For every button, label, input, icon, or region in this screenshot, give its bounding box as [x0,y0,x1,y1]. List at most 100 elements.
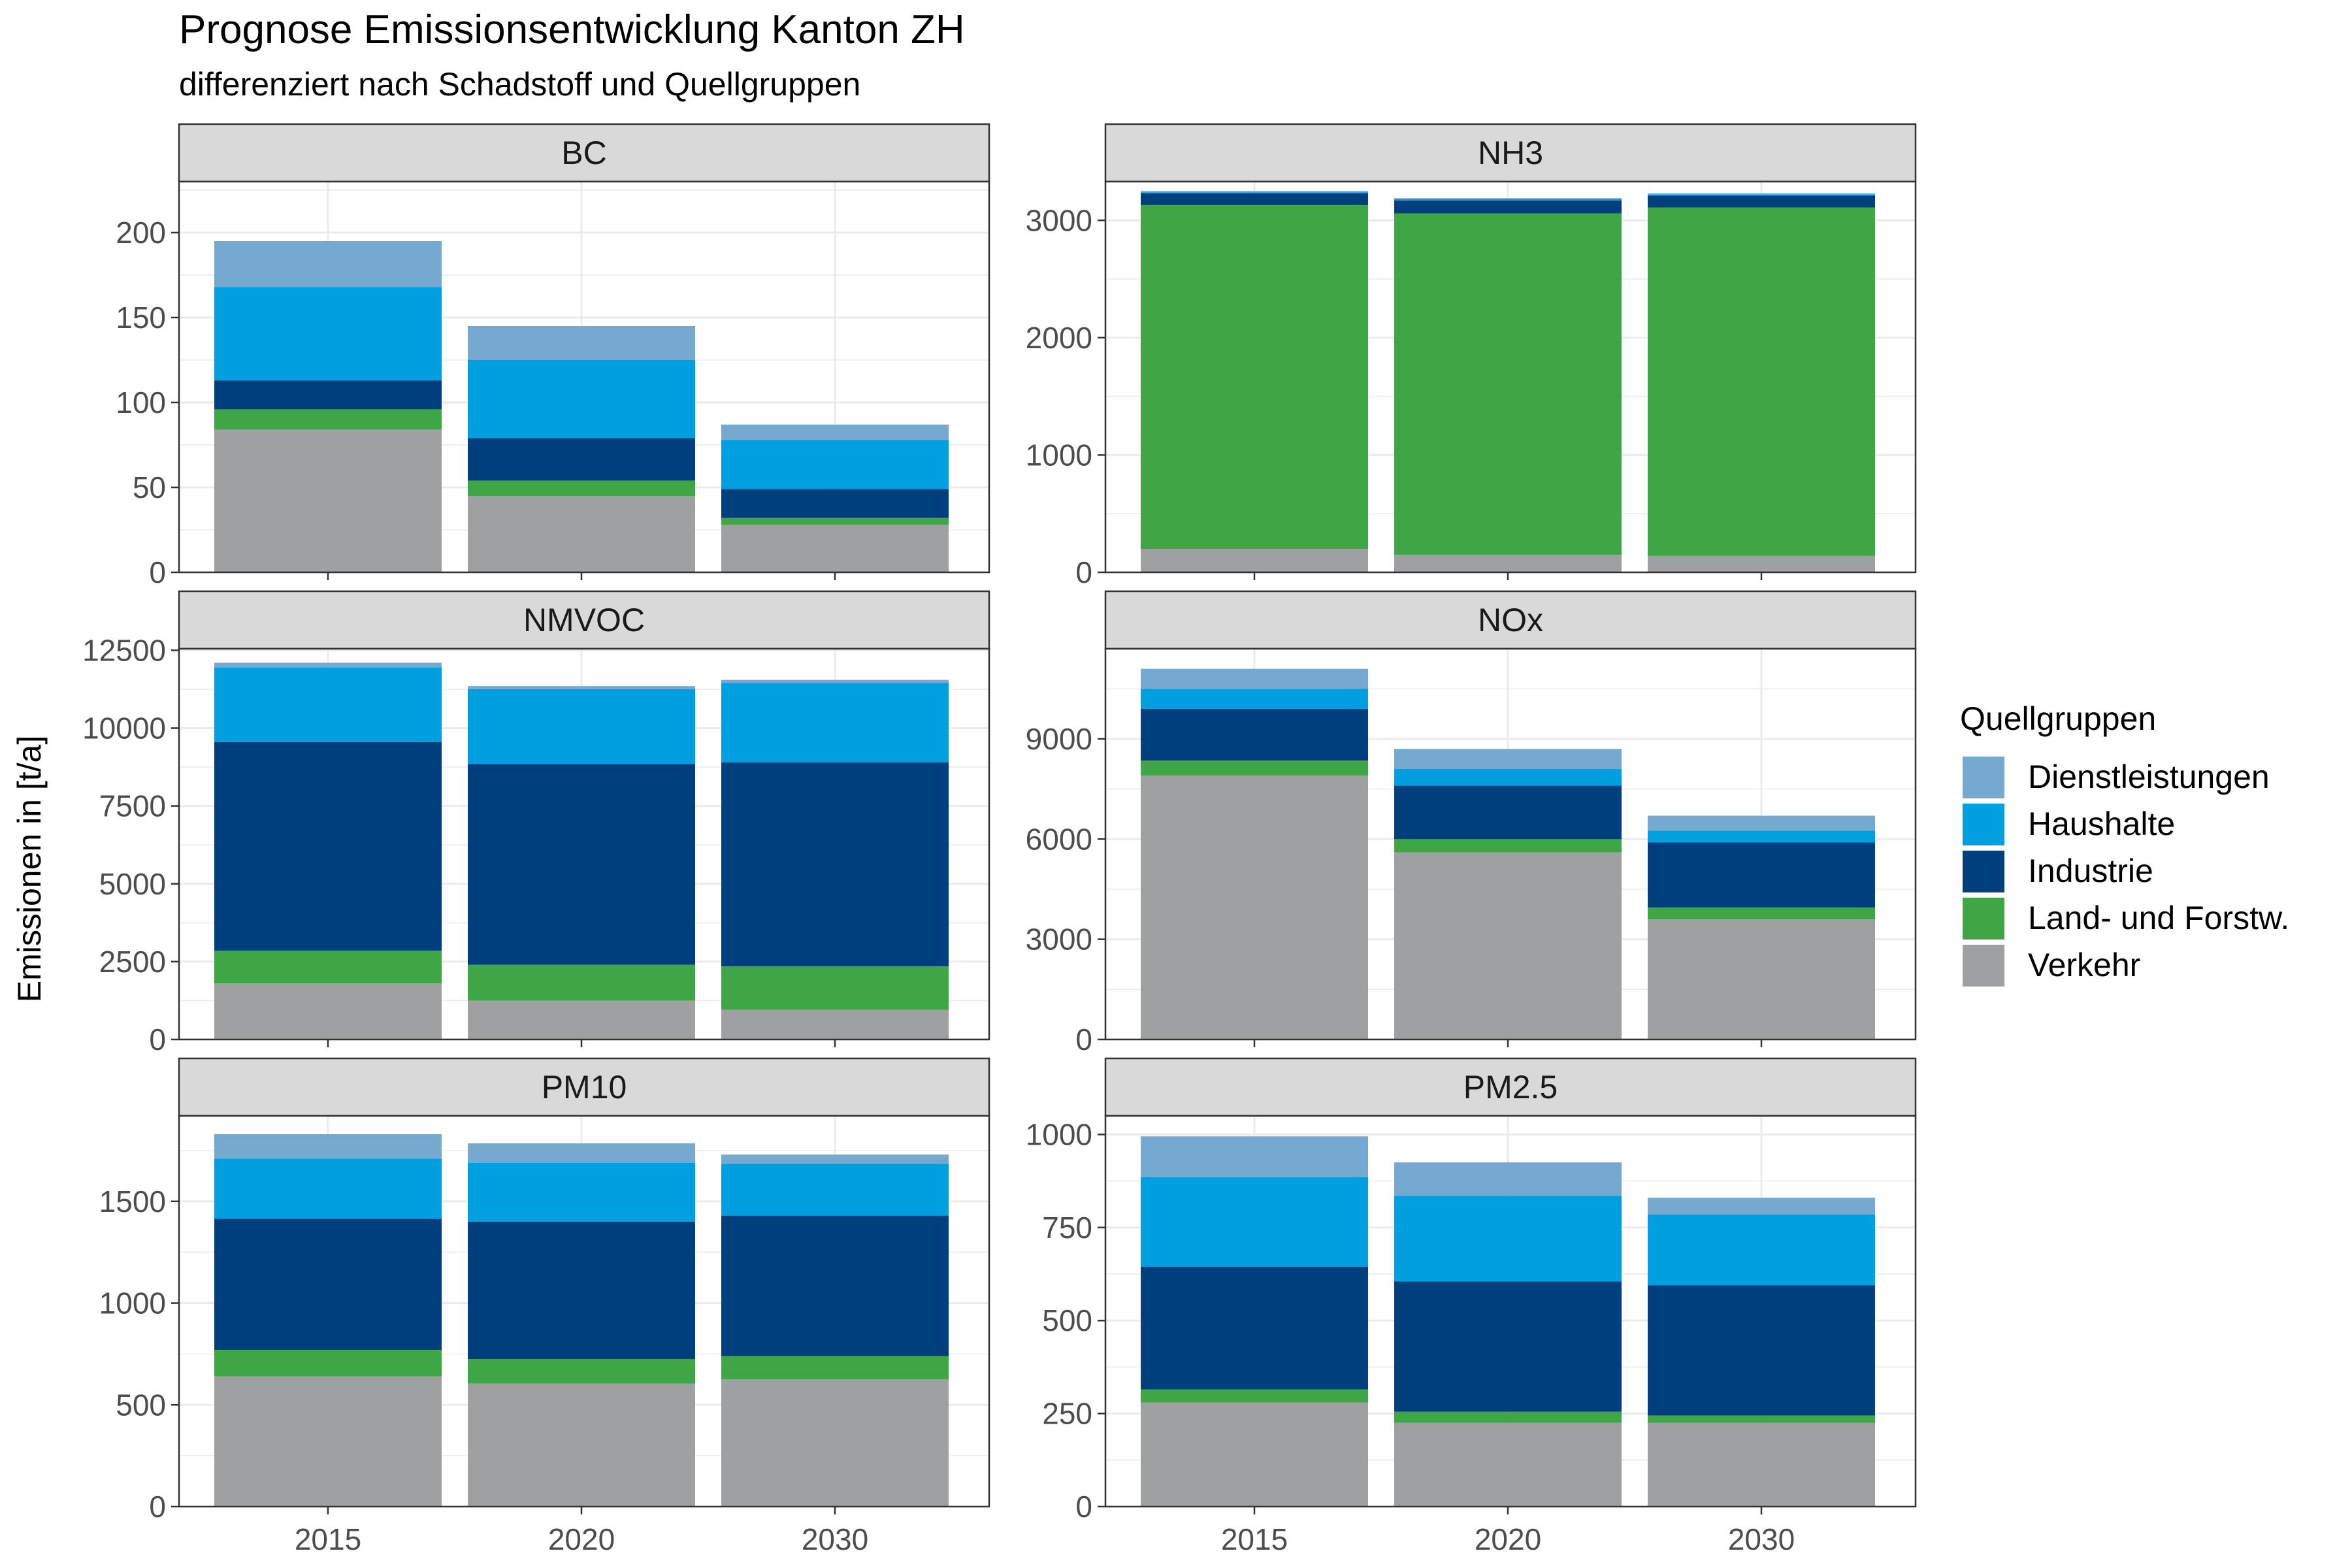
y-tick-label: 3000 [1026,923,1092,956]
bar-segment-verkehr-2030 [721,525,949,572]
bar-segment-dienstleistungen-2030 [1648,193,1875,195]
legend-key-haushalte [1963,804,2004,845]
facet-strip-label: PM2.5 [1463,1069,1558,1105]
bar-segment-haushalte-2015 [214,287,442,381]
bar-segment-verkehr-2020 [468,496,695,572]
bar-segment-land-und-forstw-2020 [468,480,695,496]
bar-segment-industrie-2015 [214,1218,442,1350]
y-tick-label: 750 [1042,1211,1092,1245]
bar-segment-industrie-2030 [721,489,949,518]
bar-segment-haushalte-2020 [468,689,695,764]
bar-segment-haushalte-2015 [1141,689,1368,709]
y-tick-label: 0 [1075,1022,1092,1056]
facet-strip [178,1057,990,1117]
bar-segment-industrie-2030 [1648,842,1875,908]
facet-strip [1104,1057,1917,1117]
bar-segment-dienstleistungen-2020 [468,1143,695,1163]
bar-segment-verkehr-2020 [468,1383,695,1507]
bar-segment-verkehr-2030 [1648,919,1875,1039]
legend-key-dienstleistungen [1963,757,2004,798]
bar-segment-haushalte-2030 [1648,1214,1875,1286]
bar-segment-haushalte-2030 [1648,194,1875,196]
y-tick-label: 200 [116,216,166,250]
bar-segment-dienstleistungen-2030 [721,1154,949,1164]
bar-segment-industrie-2020 [1394,200,1622,214]
facet-panels: BC050100150200NH30100020003000NMVOC02500… [82,123,1917,1556]
bar-segment-land-und-forstw-2020 [1394,1411,1622,1423]
panel-nh3: NH3 0 1000 2000 3000 [1026,123,1917,589]
bar-segment-verkehr-2030 [1648,1422,1875,1507]
facet-strip [1104,123,1917,183]
bar-segment-dienstleistungen-2020 [468,326,695,360]
bar-segment-haushalte-2015 [1141,1177,1368,1267]
y-tick-label: 500 [1042,1303,1092,1337]
bar-segment-haushalte-2030 [721,1164,949,1216]
y-tick-label: 0 [1075,555,1092,589]
bar-segment-verkehr-2030 [721,1379,949,1507]
bar-segment-verkehr-2015 [214,983,442,1039]
bar-segment-industrie-2020 [1394,1281,1622,1412]
bar-segment-industrie-2030 [1648,1285,1875,1416]
y-tick-label: 10000 [82,711,166,745]
legend: Quellgruppen Dienstleistungen Haushalte Ind… [1960,700,2289,987]
bar-segment-land-und-forstw-2015 [214,951,442,984]
panel-pm10: PM10 0 500 1000 1500 2015 2020 2030 [99,1057,990,1556]
y-tick-label: 0 [149,555,166,589]
bar-segment-industrie-2015 [1141,193,1368,205]
panel-nmvoc: NMVOC 0 2500 5000 7500 10000 12500 [82,590,990,1056]
y-axis-label: Emissionen in [t/a] [11,736,48,1003]
y-tick-label: 2500 [99,945,166,979]
bar-segment-industrie-2015 [1141,1266,1368,1390]
y-tick-label: 3000 [1026,203,1092,237]
bar-segment-land-und-forstw-2015 [214,1350,442,1377]
bar-segment-land-und-forstw-2030 [721,517,949,525]
bar-segment-haushalte-2030 [721,440,949,489]
bar-segment-industrie-2030 [721,1215,949,1356]
y-tick-label: 50 [133,470,166,504]
legend-key-land-und-forstw [1963,898,2004,939]
bar-segment-land-und-forstw-2015 [1141,760,1368,776]
bar-segment-land-und-forstw-2020 [1394,839,1622,853]
facet-strip [178,123,990,183]
bar-segment-verkehr-2030 [1648,555,1875,572]
bar-segment-dienstleistungen-2015 [1141,668,1368,689]
bar-segment-land-und-forstw-2030 [1648,1415,1875,1423]
panel-border [1104,180,1917,574]
bar-segment-verkehr-2020 [1394,852,1622,1039]
y-tick-label: 150 [116,301,166,335]
facet-strip [178,590,990,650]
y-tick-label: 1500 [99,1184,166,1218]
bar-segment-industrie-2020 [468,438,695,481]
bar-segment-land-und-forstw-2030 [721,966,949,1010]
legend-label-dienstleistungen: Dienstleistungen [2028,759,2270,795]
bar-segment-dienstleistungen-2030 [721,679,949,683]
panel-nox: NOx 0 3000 6000 9000 [1026,590,1917,1056]
facet-strip-label: NH3 [1478,135,1543,171]
bar-segment-haushalte-2020 [1394,199,1622,201]
bar-segment-haushalte-2030 [1648,830,1875,843]
legend-title: Quellgruppen [1960,700,2156,737]
bar-segment-dienstleistungen-2015 [214,241,442,287]
legend-label-haushalte: Haushalte [2028,806,2175,842]
chart-title: Prognose Emissionsentwicklung Kanton ZH [179,7,965,52]
bar-segment-dienstleistungen-2020 [1394,1162,1622,1196]
facet-strip-label: PM10 [542,1069,627,1105]
bar-segment-industrie-2030 [1648,195,1875,208]
bar-segment-dienstleistungen-2030 [721,424,949,440]
panel-border [178,180,990,574]
bar-segment-land-und-forstw-2020 [468,1359,695,1384]
bar-segment-verkehr-2030 [721,1009,949,1039]
panel-border [1104,647,1917,1041]
bar-segment-land-und-forstw-2030 [1648,907,1875,919]
y-tick-label: 0 [149,1022,166,1056]
bar-segment-dienstleistungen-2020 [468,686,695,689]
bar-segment-verkehr-2015 [214,429,442,572]
bar-segment-haushalte-2020 [1394,1196,1622,1282]
bar-segment-dienstleistungen-2015 [214,662,442,668]
bar-segment-verkehr-2020 [1394,1422,1622,1507]
bar-segment-industrie-2020 [468,1221,695,1360]
y-tick-label: 7500 [99,789,166,823]
bar-segment-verkehr-2020 [1394,555,1622,572]
panel-bc: BC 0 50 100 150 200 [116,123,990,589]
bar-segment-haushalte-2015 [214,667,442,742]
